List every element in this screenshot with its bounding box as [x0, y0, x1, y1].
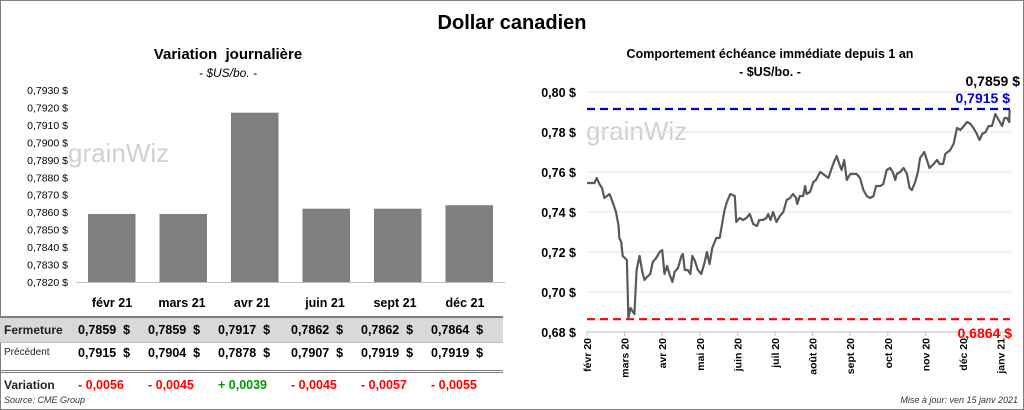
table-cell: 0,7919 $	[361, 346, 414, 360]
table-cell: + 0,0039	[218, 378, 268, 392]
row-label: Fermeture	[4, 323, 63, 337]
left-chart-title: Variation journalière	[153, 46, 303, 63]
table-cell: 0,7917 $	[218, 323, 271, 337]
bar	[445, 205, 493, 282]
table-cell: 0,7915 $	[78, 346, 131, 360]
table-cell: - 0,0055	[431, 378, 477, 392]
bar	[374, 208, 422, 282]
table-cell: 0,7919 $	[431, 346, 484, 360]
row-label: Précédent	[4, 347, 50, 358]
x-tick-label: mai 20	[695, 338, 707, 371]
x-tick-label: déc 20	[958, 338, 970, 371]
table-cell: - 0,0056	[78, 378, 124, 392]
column-header: juin 21	[305, 296, 345, 310]
high-price-label: 0,7915 $	[956, 90, 1011, 106]
x-tick-label: juin 20	[732, 338, 744, 372]
table-row: Variation - 0,0056 - 0,0045 + 0,0039 - 0,004…	[0, 370, 503, 397]
updated-note: Mise à jour: ven 15 janv 2021	[900, 395, 1018, 405]
y-tick-label: 0,7930 $	[27, 85, 68, 97]
y-tick-label: 0,7880 $	[27, 172, 68, 184]
x-tick-label: oct 20	[883, 338, 895, 369]
bar	[159, 213, 207, 282]
y-tick-label: 0,74 $	[541, 206, 576, 220]
x-tick-label: févr 20	[582, 338, 594, 372]
y-tick-label: 0,80 $	[541, 86, 576, 100]
x-tick-label: avr 20	[657, 338, 669, 369]
bar	[302, 208, 350, 282]
right-chart-title: Comportement échéance immédiate depuis 1…	[626, 47, 914, 61]
y-tick-label: 0,7830 $	[27, 260, 68, 272]
line-chart: grainWiz 0,68 $ 0,70 $ 0,72 $ 0,74 $ 0,76 $ 0,…	[541, 73, 1021, 378]
table-cell: 0,7904 $	[148, 346, 201, 360]
x-tick-label: sept 20	[845, 338, 857, 374]
table-header-row: févr 21 mars 21 avr 21 juin 21 sept 21 déc 21	[0, 294, 505, 316]
column-header: déc 21	[445, 296, 485, 310]
table-row: Fermeture 0,7859 $ 0,7859 $ 0,7917 $ 0,7862 …	[0, 316, 503, 343]
watermark-logo: grainWiz	[586, 116, 687, 146]
y-tick-label: 0,7820 $	[27, 277, 68, 289]
table-cell: 0,7907 $	[291, 346, 344, 360]
x-tick-label: mars 20	[620, 338, 632, 378]
page-title: Dollar canadien	[437, 12, 587, 34]
y-tick-label: 0,7850 $	[27, 225, 68, 237]
x-tick-label: janv 21	[996, 338, 1008, 375]
watermark-logo: grainWiz	[68, 138, 169, 168]
y-tick-label: 0,70 $	[541, 286, 576, 300]
y-tick-label: 0,7920 $	[27, 102, 68, 114]
y-tick-label: 0,7890 $	[27, 155, 68, 167]
y-tick-label: 0,7870 $	[27, 190, 68, 202]
y-tick-label: 0,68 $	[541, 326, 576, 340]
y-tick-label: 0,7910 $	[27, 120, 68, 132]
table-cell: 0,7859 $	[78, 323, 131, 337]
table-row: Précédent 0,7915 $ 0,7904 $ 0,7878 $ 0,7907 …	[0, 341, 503, 365]
y-tick-label: 0,7840 $	[27, 242, 68, 254]
y-tick-label: 0,78 $	[541, 126, 576, 140]
table-cell: 0,7862 $	[291, 323, 344, 337]
table-cell: 0,7859 $	[148, 323, 201, 337]
x-tick-label: juil 20	[770, 338, 782, 369]
table-cell: - 0,0057	[361, 378, 407, 392]
column-header: mars 21	[158, 296, 206, 310]
bar-chart: grainWiz 0,7820 $ 0,7830 $ 0,7840 $ 0,7850 $…	[27, 85, 505, 289]
last-price-label: 0,7859 $	[966, 73, 1021, 89]
table-cell: - 0,0045	[291, 378, 337, 392]
y-tick-label: 0,7860 $	[27, 207, 68, 219]
x-tick-label: nov 20	[920, 338, 932, 371]
table-cell: 0,7864 $	[431, 323, 484, 337]
price-line	[587, 109, 1011, 320]
right-chart-subtitle: - $US/bo. -	[739, 65, 801, 79]
table-cell: - 0,0045	[148, 378, 194, 392]
y-tick-label: 0,76 $	[541, 166, 576, 180]
bar	[88, 213, 136, 282]
x-tick-label: août 20	[808, 338, 820, 375]
low-price-label: 0,6864 $	[958, 325, 1013, 341]
source-note: Source: CME Group	[4, 395, 86, 405]
left-chart-subtitle: - $US/bo. -	[198, 66, 258, 80]
table-cell: 0,7862 $	[361, 323, 414, 337]
column-header: sept 21	[373, 296, 417, 310]
quotes-table: févr 21 mars 21 avr 21 juin 21 sept 21 déc 21…	[0, 294, 505, 394]
table-cell: 0,7878 $	[218, 346, 271, 360]
row-label: Variation	[4, 378, 55, 392]
column-header: févr 21	[91, 296, 133, 310]
column-header: avr 21	[233, 296, 271, 310]
bar	[231, 112, 279, 282]
y-tick-label: 0,7900 $	[27, 137, 68, 149]
y-tick-label: 0,72 $	[541, 246, 576, 260]
